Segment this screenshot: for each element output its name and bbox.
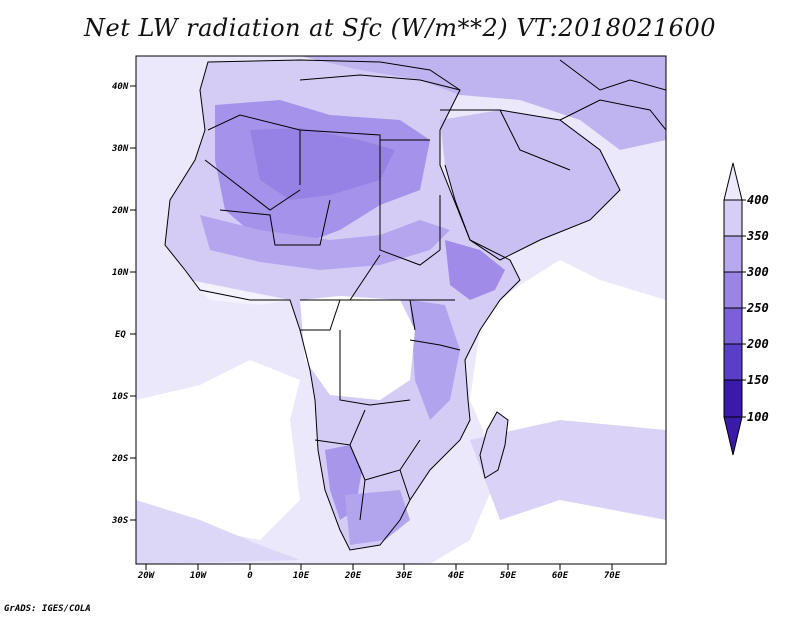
colorbar-label: 150 [747, 373, 769, 387]
lon-tick-label: 20W [137, 571, 156, 581]
colorbar-bin [723, 199, 743, 237]
lat-tick-label: 30S [111, 516, 129, 526]
colorbar-bin [723, 379, 743, 418]
colorbar: 400 350 300 250 200 150 100 [723, 162, 769, 456]
colorbar-bin [723, 307, 743, 345]
madagascar-land [479, 411, 509, 479]
colorbar-label: 100 [747, 410, 769, 424]
arabia-land [440, 110, 620, 260]
lat-tick-label: 20N [111, 206, 129, 216]
lat-tick-label: 40N [112, 82, 129, 92]
colorbar-label: 350 [746, 229, 769, 243]
lon-tick-label: 30E [395, 571, 413, 581]
lat-tick-label: 10N [112, 268, 129, 278]
latitude-axis: 40N 30N 20N 10N EQ 10S 20S 30S [111, 82, 136, 526]
colorbar-bottom-arrow [723, 416, 743, 456]
colorbar-labels: 400 350 300 250 200 150 100 [742, 193, 769, 424]
south-africa-band [345, 490, 410, 545]
country-boundaries [164, 59, 666, 551]
colorbar-top-arrow [723, 162, 743, 201]
congo-weak-area [300, 296, 415, 400]
sahel-band [200, 215, 450, 270]
guinea-coast-weak [190, 280, 290, 305]
lat-tick-label: 20S [111, 454, 129, 464]
lon-tick-label: 50E [500, 571, 517, 581]
chart-title: Net LW radiation at Sfc (W/m**2) VT:2018… [84, 14, 716, 42]
lon-tick-label: 40E [448, 571, 465, 581]
map-frame [135, 55, 667, 565]
longitude-axis: 20W 10W 0 10E 20E 30E 40E 50E 60E 70E [137, 564, 621, 581]
lat-tick-label: 30N [111, 144, 129, 154]
asia-north-land [300, 56, 666, 150]
lon-tick-label: 70E [604, 571, 621, 581]
colorbar-label: 400 [747, 193, 769, 207]
lon-tick-label: 0 [247, 571, 253, 581]
sahara-core [250, 128, 395, 200]
ocean-east-light [470, 420, 666, 520]
lat-tick-label: EQ [115, 330, 126, 340]
colorbar-label: 250 [746, 301, 769, 315]
lat-tick-label: 10S [112, 392, 129, 402]
lon-tick-label: 20E [344, 571, 362, 581]
grads-credit: GrADS: IGES/COLA [4, 604, 91, 614]
colorbar-bin [723, 343, 743, 381]
lon-tick-label: 60E [552, 571, 569, 581]
ocean-south-light [136, 500, 300, 564]
map-plot-area [136, 56, 666, 564]
colorbar-bin [723, 271, 743, 309]
east-africa-band [410, 300, 460, 420]
colorbar-label: 300 [746, 265, 769, 279]
colorbar-bin [723, 235, 743, 273]
lon-tick-label: 10W [190, 571, 208, 581]
lon-tick-label: 10E [293, 571, 310, 581]
horn-strong-band [445, 240, 505, 300]
colorbar-label: 200 [746, 337, 769, 351]
